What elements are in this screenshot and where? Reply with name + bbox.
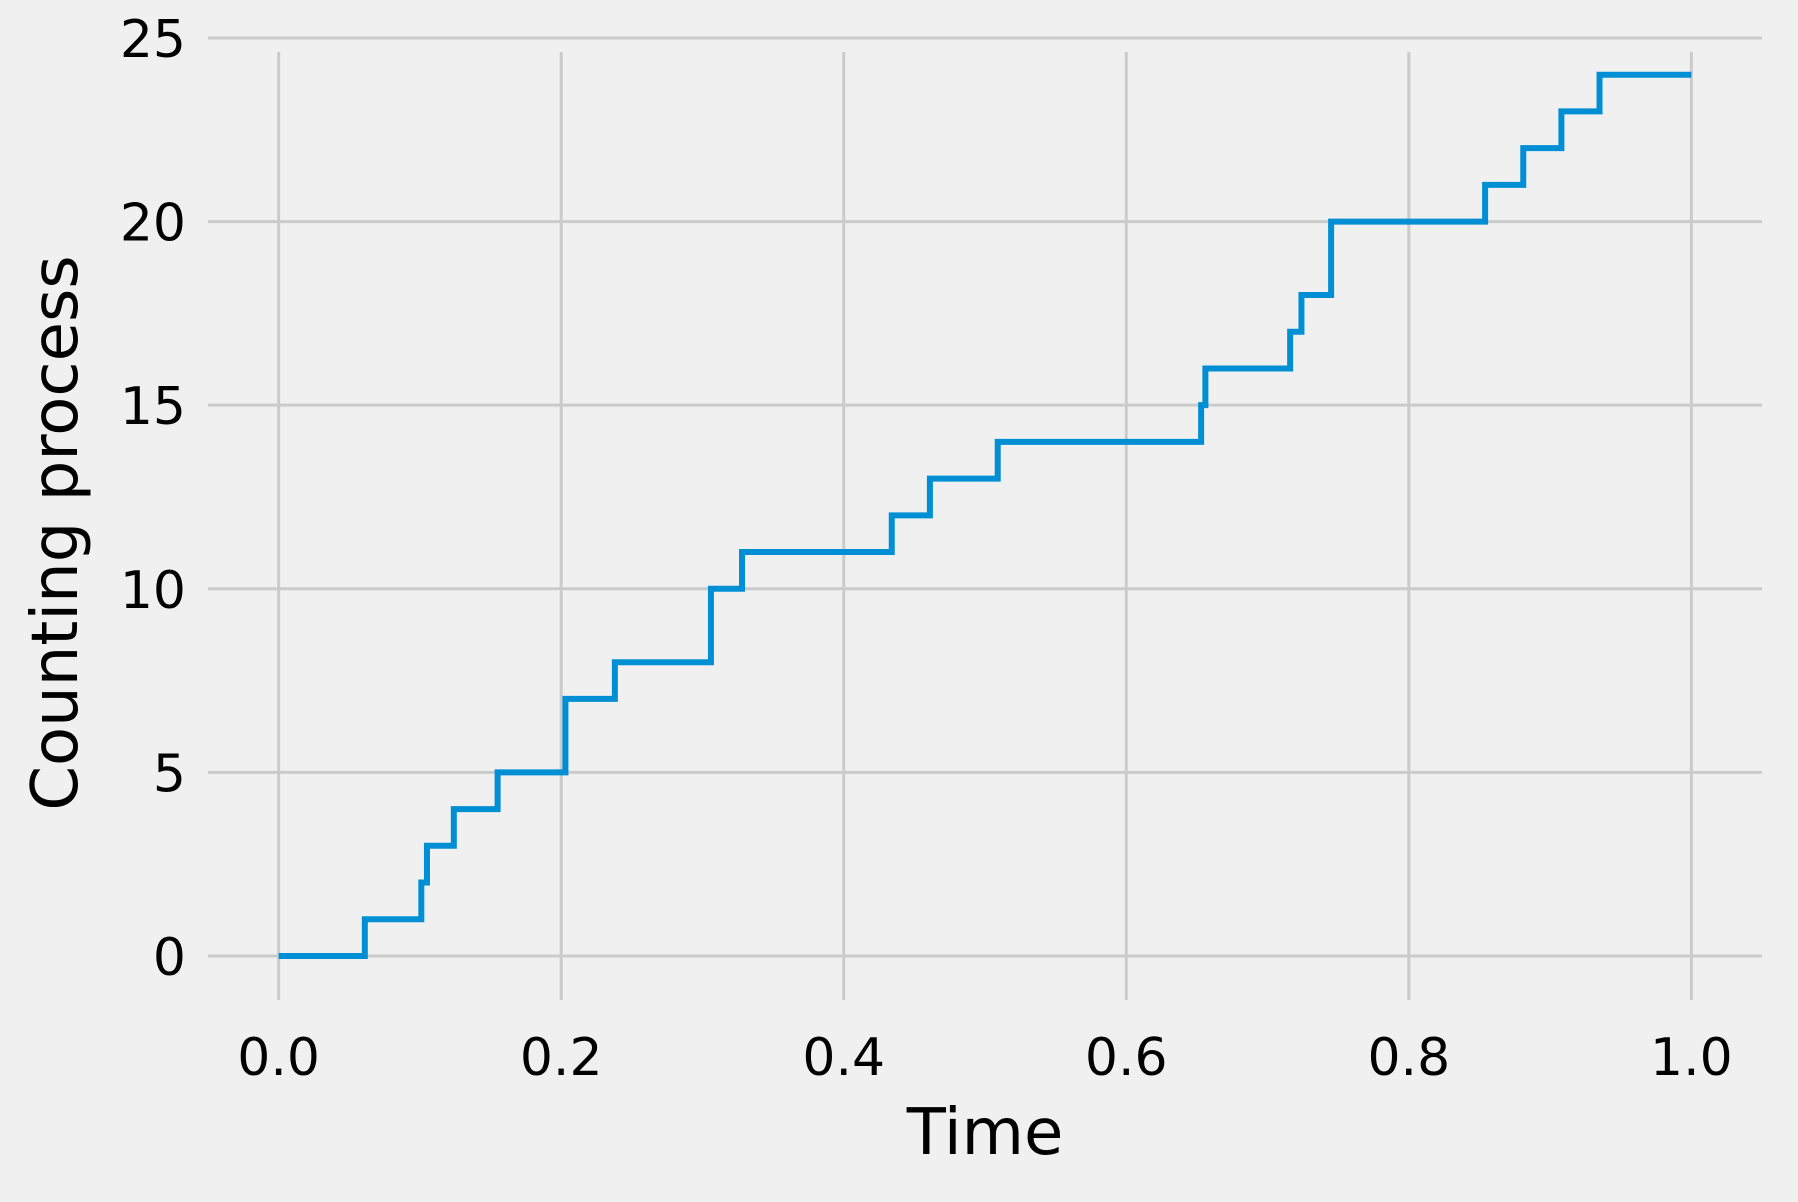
y-axis-label: Counting process	[19, 255, 93, 810]
x-tick-labels: 0.0 0.2 0.4 0.6 0.8 1.0	[237, 1028, 1732, 1088]
y-tick-label: 15	[120, 377, 186, 437]
y-tick-label: 20	[120, 194, 186, 254]
y-tick-label: 10	[120, 561, 186, 621]
x-tick-label: 0.0	[237, 1028, 320, 1088]
series-layer	[278, 71, 1692, 959]
x-tick-label: 0.4	[802, 1028, 885, 1088]
y-tick-label: 5	[153, 744, 186, 804]
x-tick-label: 1.0	[1650, 1028, 1733, 1088]
x-tick-label: 0.2	[520, 1028, 603, 1088]
x-gridlines	[277, 52, 1693, 1000]
y-tick-labels: 0 5 10 15 20 25	[120, 10, 186, 988]
y-tick-label: 25	[120, 10, 186, 70]
y-gridlines	[208, 36, 1762, 958]
x-axis-label: Time	[906, 1096, 1064, 1170]
x-tick-label: 0.8	[1367, 1028, 1450, 1088]
y-tick-label: 0	[153, 928, 186, 988]
series-line	[278, 71, 1692, 959]
x-tick-label: 0.6	[1085, 1028, 1168, 1088]
